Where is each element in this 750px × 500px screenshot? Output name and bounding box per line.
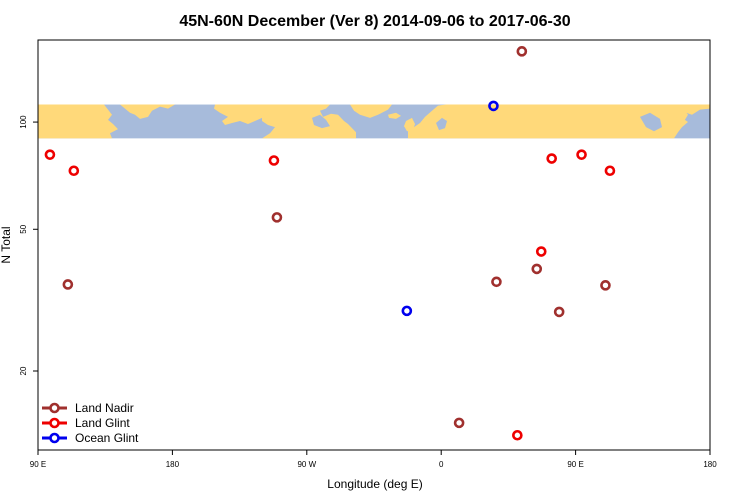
map-land-europe <box>408 104 710 139</box>
map-hudson-bay <box>312 114 330 129</box>
point-land-nadir <box>271 212 283 223</box>
map-land-siberia-east <box>120 104 175 119</box>
x-axis-label: Longitude (deg E) <box>327 477 422 491</box>
y-tick-label: 100 <box>19 115 28 129</box>
world-map-strip <box>38 104 710 139</box>
map-baltic-sea <box>436 117 447 131</box>
point-land-glint <box>535 246 547 257</box>
x-tick-label: 90 W <box>297 460 316 469</box>
y-axis: 20 50 100 <box>19 115 38 375</box>
x-tick-label: 180 <box>703 460 717 469</box>
point-land-glint <box>68 165 80 177</box>
map-land-greenland <box>350 104 392 118</box>
map-land-alaska <box>214 104 262 126</box>
point-land-glint <box>512 429 523 441</box>
x-tick-label: 90 E <box>567 460 583 469</box>
point-land-glint <box>44 149 56 160</box>
map-sea-okhotsk <box>640 112 662 132</box>
point-land-nadir <box>600 280 611 291</box>
point-land-nadir <box>62 279 74 290</box>
map-land-kamchatka <box>676 109 688 123</box>
map-land-north-america <box>262 104 356 139</box>
legend-label: Land Nadir <box>75 401 134 415</box>
legend-marker <box>49 417 60 429</box>
legend-label: Ocean Glint <box>75 431 139 445</box>
point-land-nadir <box>516 46 528 57</box>
legend-marker <box>49 402 60 414</box>
x-tick-label: 0 <box>439 460 444 469</box>
point-land-nadir <box>531 263 543 275</box>
x-tick-label: 180 <box>166 460 180 469</box>
point-land-glint <box>546 153 558 164</box>
chart-title: 45N-60N December (Ver 8) 2014-09-06 to 2… <box>179 13 570 30</box>
map-land-iceland <box>388 112 401 119</box>
legend-label: Land Glint <box>75 416 130 430</box>
y-tick-label: 20 <box>19 366 28 375</box>
point-land-glint <box>576 149 587 160</box>
point-ocean-glint <box>401 305 413 317</box>
plot-frame <box>37 39 711 451</box>
map-land-britain <box>404 117 415 132</box>
y-tick-label: 50 <box>19 224 28 233</box>
map-land-asia-west <box>38 104 118 139</box>
point-land-glint <box>268 155 280 166</box>
point-land-nadir <box>453 417 465 429</box>
point-ocean-glint <box>488 100 499 112</box>
x-tick-label: 90 E <box>30 460 46 469</box>
point-land-nadir <box>553 306 565 318</box>
point-land-glint <box>604 165 616 177</box>
data-points <box>44 46 616 441</box>
y-axis-label: N Total <box>0 226 13 263</box>
legend-marker <box>49 432 60 444</box>
x-axis: 90 E 180 90 W 0 90 E 180 <box>30 450 717 469</box>
map-land-japan <box>663 124 672 137</box>
point-land-nadir <box>491 276 502 288</box>
